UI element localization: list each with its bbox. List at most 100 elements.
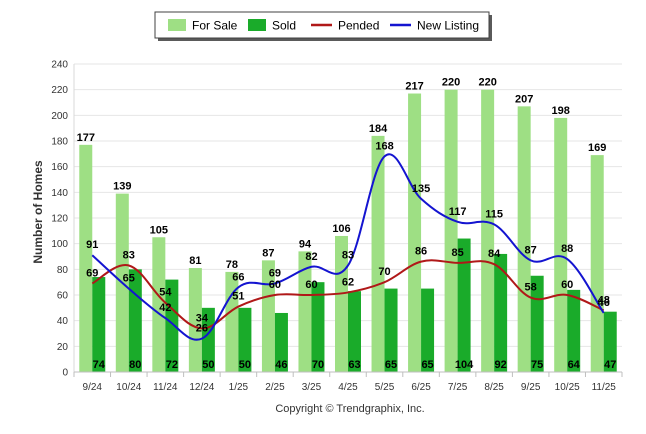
bar-sold	[201, 307, 215, 372]
bar-sold	[384, 288, 398, 372]
bar-sold	[128, 269, 142, 372]
label-for-sale: 217	[405, 81, 423, 93]
label-new-listing: 91	[86, 239, 98, 251]
label-sold: 72	[166, 359, 178, 371]
label-for-sale: 139	[113, 181, 131, 193]
bar-sold	[92, 277, 106, 372]
x-tick-label: 10/24	[116, 382, 141, 393]
label-sold: 65	[421, 359, 433, 371]
bar-sold	[348, 291, 361, 372]
label-sold: 80	[129, 359, 141, 371]
label-for-sale: 169	[588, 142, 606, 154]
label-sold: 104	[455, 359, 474, 371]
label-for-sale: 78	[226, 259, 238, 271]
line-new-listing	[91, 153, 605, 341]
label-pended: 60	[305, 279, 317, 291]
label-for-sale: 106	[332, 223, 350, 235]
label-for-sale: 184	[369, 123, 388, 135]
bar-for-sale	[517, 106, 531, 372]
label-pended: 62	[342, 276, 354, 288]
y-tick-label: 220	[51, 85, 68, 96]
label-for-sale: 81	[189, 255, 201, 267]
y-tick-label: 180	[51, 137, 68, 148]
bar-for-sale	[152, 237, 166, 372]
bar-sold	[238, 307, 252, 372]
label-sold: 63	[348, 359, 360, 371]
x-tick-label: 10/25	[555, 382, 580, 393]
line-pended	[91, 259, 605, 330]
label-for-sale: 177	[77, 132, 95, 144]
bar-for-sale	[444, 89, 458, 373]
label-pended: 84	[488, 248, 501, 260]
label-for-sale: 105	[150, 224, 168, 236]
lines	[91, 153, 605, 341]
y-tick-label: 60	[57, 291, 69, 302]
x-tick-label: 4/25	[338, 382, 358, 393]
bar-for-sale	[408, 93, 422, 373]
x-tick-label: 11/25	[592, 382, 617, 393]
y-tick-label: 40	[57, 316, 69, 327]
x-tick-label: 8/25	[484, 382, 504, 393]
y-tick-label: 140	[51, 188, 68, 199]
bar-sold	[457, 238, 471, 372]
label-sold: 65	[385, 359, 397, 371]
copyright-text: Copyright © Trendgraphix, Inc.	[275, 403, 424, 415]
bar-for-sale	[188, 268, 202, 372]
legend-label-sold: Sold	[272, 19, 296, 33]
label-new-listing: 82	[305, 251, 317, 263]
label-new-listing: 26	[196, 323, 208, 335]
label-pended: 54	[159, 287, 172, 299]
bar-sold	[603, 311, 617, 372]
label-sold: 64	[568, 359, 581, 371]
label-sold: 74	[93, 359, 106, 371]
label-for-sale: 220	[478, 77, 496, 89]
legend-label-pended: Pended	[338, 19, 379, 33]
y-tick-label: 160	[51, 162, 68, 173]
bar-for-sale	[261, 260, 275, 372]
y-tick-label: 200	[51, 111, 68, 122]
legend: For Sale Sold Pended New Listing	[154, 11, 492, 41]
bar-for-sale	[481, 89, 495, 373]
label-new-listing: 83	[342, 249, 354, 261]
label-pended: 85	[451, 247, 463, 259]
y-tick-label: 0	[62, 368, 68, 379]
bar-for-sale	[225, 271, 239, 372]
label-pended: 83	[123, 249, 135, 261]
y-tick-label: 100	[51, 239, 68, 250]
bar-sold	[311, 282, 325, 372]
label-pended: 58	[525, 282, 537, 294]
legend-swatch-for-sale	[168, 19, 186, 31]
label-pended: 34	[196, 312, 209, 324]
bar-sold	[494, 253, 508, 372]
x-tick-label: 2/25	[265, 382, 285, 393]
bar-for-sale	[371, 135, 385, 372]
label-new-listing: 87	[525, 244, 537, 256]
label-pended: 60	[269, 279, 281, 291]
label-sold: 50	[202, 359, 214, 371]
x-tick-label: 11/24	[153, 382, 178, 393]
bar-sold	[274, 312, 288, 372]
label-new-listing: 88	[561, 243, 573, 255]
y-tick-label: 20	[57, 342, 69, 353]
label-for-sale: 87	[262, 247, 274, 259]
label-new-listing: 65	[123, 273, 135, 285]
x-axis: 9/24 10/24 11/24 12/24 1/25 2/25 3/25 4/25 5/25 6…	[73, 371, 623, 393]
label-sold: 70	[312, 359, 324, 371]
bar-for-sale	[79, 144, 93, 372]
label-new-listing: 115	[485, 208, 503, 220]
x-tick-label: 12/24	[189, 382, 214, 393]
label-new-listing: 168	[375, 140, 393, 152]
legend-items: For Sale Sold Pended New Listing	[168, 19, 479, 33]
label-pended: 69	[86, 267, 98, 279]
label-for-sale: 207	[515, 93, 533, 105]
x-tick-label: 6/25	[411, 382, 431, 393]
bar-sold	[165, 279, 179, 372]
y-tick-label: 80	[57, 265, 69, 276]
label-new-listing: 135	[412, 183, 430, 195]
label-pended: 48	[598, 294, 610, 306]
label-new-listing: 69	[269, 267, 281, 279]
label-new-listing: 117	[449, 206, 467, 218]
y-axis: 0 20 40 60 80 100 120 140 160 180 200 220 240	[51, 60, 68, 379]
